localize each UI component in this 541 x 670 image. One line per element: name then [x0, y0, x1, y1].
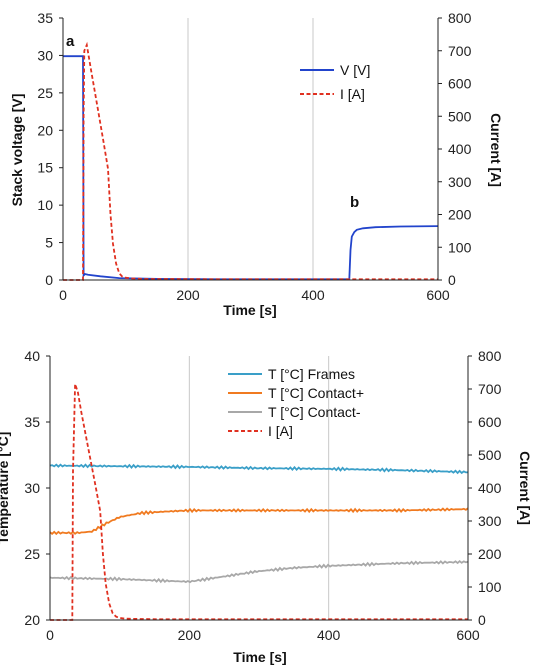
x-tick-label: 0 [46, 627, 54, 643]
annotation-label: a [66, 33, 75, 50]
series-line-1 [49, 463, 469, 475]
x-tick-label: 200 [178, 627, 202, 643]
x-tick-label: 600 [456, 627, 480, 643]
series-line-1 [63, 55, 439, 281]
y-axis-left-label: Temperature [°C] [0, 432, 11, 545]
y-right-tick-label: 0 [448, 272, 456, 288]
y-right-tick-label: 700 [448, 43, 472, 59]
x-axis-label: Time [s] [233, 649, 286, 665]
y-left-tick-label: 15 [37, 160, 53, 176]
x-tick-label: 200 [176, 287, 200, 303]
y-right-tick-label: 500 [448, 108, 472, 124]
x-tick-label: 400 [317, 627, 341, 643]
x-tick-label: 0 [59, 287, 67, 303]
legend: V [V] I [A] [300, 62, 370, 102]
y-left-tick-label: 30 [24, 480, 40, 496]
y-right-tick-label: 300 [448, 174, 472, 190]
chart-temperature-current: 20 25 30 35 40 0 100 200 300 400 500 600 700 800 0 20… [0, 348, 533, 665]
y-axis-right-label: Current [A] [517, 451, 533, 525]
y-right-tick-label: 0 [478, 612, 486, 628]
y-left-tick-label: 0 [45, 272, 53, 288]
y-right-tick-label: 700 [478, 381, 502, 397]
y-axis-right-label: Current [A] [488, 113, 504, 187]
y-right-tick-label: 100 [448, 239, 472, 255]
legend-label: V [V] [340, 62, 370, 78]
y-left-tick-label: 25 [24, 546, 40, 562]
legend-label: T [°C] Contact- [268, 404, 361, 420]
chart-voltage-current: 0 5 10 15 20 25 30 35 0 100 200 300 400 500 600 700 800… [9, 10, 504, 318]
series-line-2 [49, 507, 469, 536]
y-left-tick-label: 35 [24, 414, 40, 430]
y-left-tick-label: 35 [37, 10, 53, 26]
y-axis-left-label: Stack voltage [V] [9, 94, 25, 207]
y-left-tick-label: 5 [45, 235, 53, 251]
y-right-tick-label: 800 [448, 10, 472, 26]
x-tick-label: 400 [301, 287, 325, 303]
y-left-tick-label: 30 [37, 47, 53, 63]
y-left-tick-label: 25 [37, 85, 53, 101]
y-right-tick-label: 100 [478, 579, 502, 595]
y-right-tick-label: 600 [448, 76, 472, 92]
y-left-tick-label: 20 [24, 612, 40, 628]
y-left-tick-label: 20 [37, 122, 53, 138]
y-left-tick-label: 40 [24, 348, 40, 364]
y-right-tick-label: 200 [478, 546, 502, 562]
legend: T [°C] Frames T [°C] Contact+ T [°C] Conta… [228, 366, 364, 439]
y-right-tick-label: 200 [448, 207, 472, 223]
legend-label: T [°C] Contact+ [268, 385, 364, 401]
x-axis-label: Time [s] [223, 302, 276, 318]
y-left-tick-label: 10 [37, 197, 53, 213]
y-right-tick-label: 400 [478, 480, 502, 496]
series-line-2 [63, 41, 438, 281]
series-line-4 [50, 383, 468, 621]
legend-label: T [°C] Frames [268, 366, 355, 382]
y-right-tick-label: 500 [478, 447, 502, 463]
legend-label: I [A] [268, 423, 293, 439]
annotation-label: b [350, 194, 359, 211]
y-right-tick-label: 800 [478, 348, 502, 364]
y-right-tick-label: 300 [478, 513, 502, 529]
legend-label: I [A] [340, 86, 365, 102]
x-tick-label: 600 [426, 287, 450, 303]
series-line-3 [49, 560, 469, 584]
y-right-tick-label: 400 [448, 141, 472, 157]
y-right-tick-label: 600 [478, 414, 502, 430]
